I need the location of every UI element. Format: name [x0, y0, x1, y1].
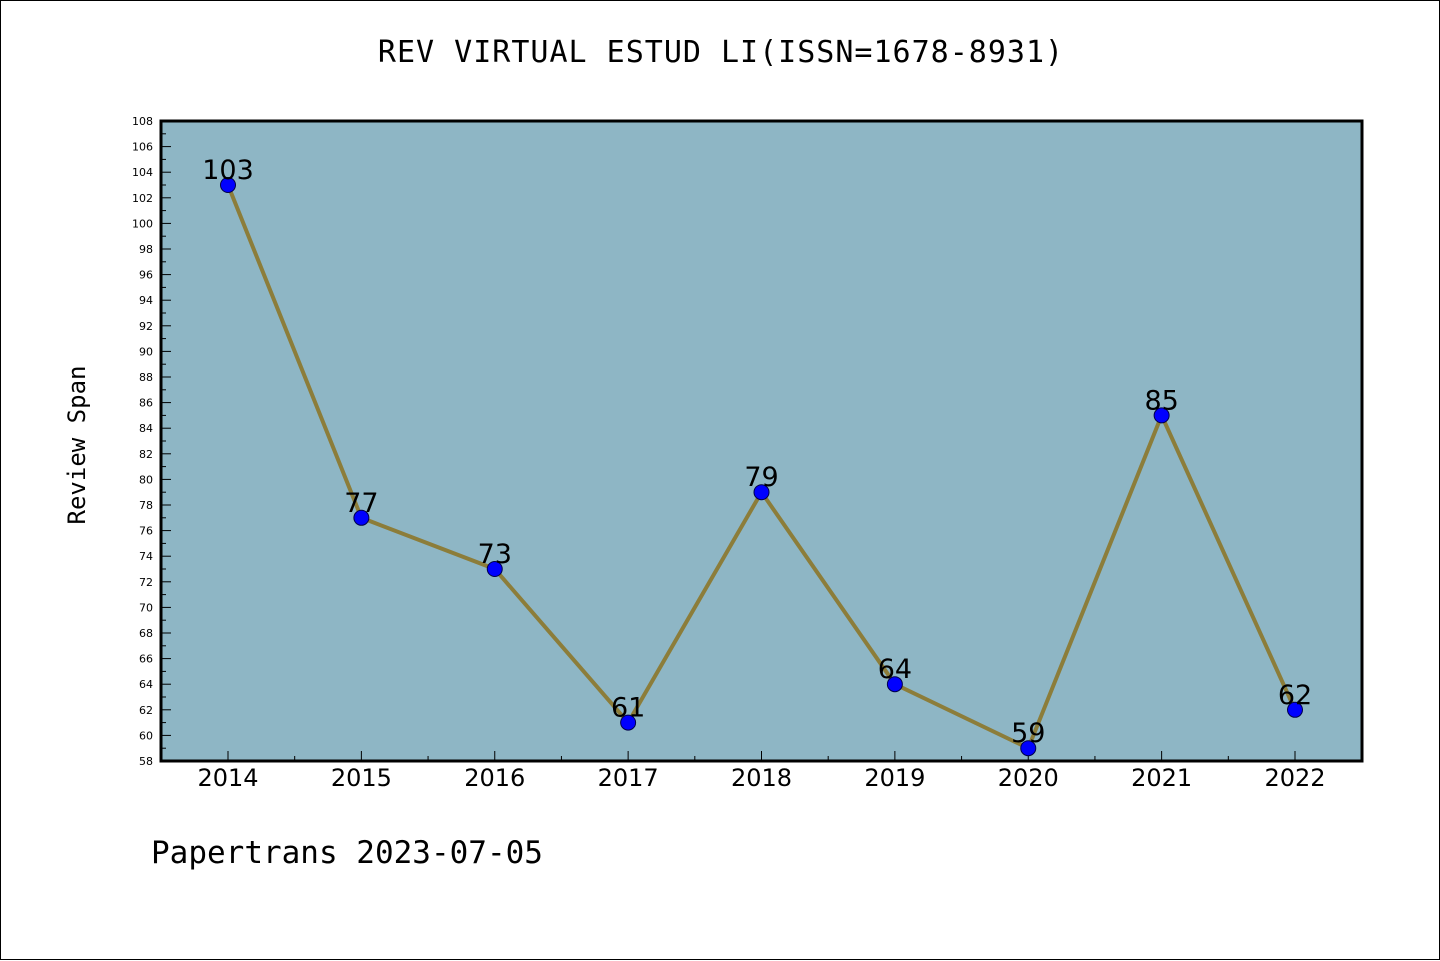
y-tick-label: 60	[139, 729, 153, 742]
data-point	[1020, 740, 1037, 757]
y-tick-label: 98	[139, 243, 153, 256]
y-tick-label: 84	[139, 422, 153, 435]
x-tick-label: 2018	[731, 764, 792, 792]
data-label: 64	[878, 654, 912, 685]
data-point	[486, 561, 503, 577]
plot-area	[161, 121, 1362, 761]
y-tick-label: 82	[139, 448, 153, 461]
data-label: 73	[478, 539, 512, 570]
data-point	[620, 714, 637, 731]
y-tick-label: 58	[139, 755, 153, 768]
data-point	[886, 676, 903, 693]
x-tick-label: 2016	[464, 764, 525, 792]
y-tick-label: 62	[139, 704, 153, 717]
data-label: 103	[202, 155, 254, 186]
data-label: 59	[1011, 718, 1045, 749]
data-point	[220, 177, 236, 193]
data-label: 85	[1144, 385, 1178, 416]
y-tick-label: 108	[132, 115, 153, 128]
data-point	[353, 509, 370, 526]
x-tick-label: 2015	[331, 764, 392, 792]
y-tick-label: 64	[139, 678, 153, 691]
data-point	[753, 484, 770, 501]
x-tick-label: 2021	[1131, 764, 1192, 792]
y-tick-label: 102	[132, 192, 153, 205]
y-tick-label: 104	[132, 166, 153, 179]
y-tick-label: 80	[139, 473, 153, 486]
y-tick-label: 94	[139, 294, 153, 307]
x-tick-label: 2017	[598, 764, 659, 792]
data-point	[1153, 407, 1170, 424]
y-tick-label: 100	[132, 217, 153, 230]
y-tick-label: 88	[139, 371, 153, 384]
y-tick-label: 106	[132, 141, 153, 154]
y-tick-label: 76	[139, 525, 153, 538]
x-tick-label: 2022	[1264, 764, 1325, 792]
data-label: 61	[611, 693, 645, 724]
axes-frame	[159, 119, 1364, 763]
y-tick-label: 66	[139, 653, 153, 666]
data-label: 79	[744, 462, 778, 493]
y-tick-label: 78	[139, 499, 153, 512]
y-tick-label: 68	[139, 627, 153, 640]
x-tick-label: 2020	[998, 764, 1059, 792]
y-tick-label: 72	[139, 576, 153, 589]
y-tick-label: 96	[139, 269, 153, 282]
data-point	[1287, 701, 1303, 718]
x-tick-label: 2019	[864, 764, 925, 792]
x-tick-label: 2014	[197, 764, 258, 792]
y-tick-label: 86	[139, 397, 153, 410]
y-tick-label: 70	[139, 601, 153, 614]
data-label: 62	[1278, 680, 1312, 711]
footer-credit: Papertrans 2023-07-05	[151, 835, 543, 871]
y-tick-label: 90	[139, 345, 153, 358]
y-tick-label: 74	[139, 550, 153, 563]
y-tick-label: 92	[139, 320, 153, 333]
chart-title: REV VIRTUAL ESTUD LI(ISSN=1678-8931)	[377, 35, 1065, 70]
data-label: 77	[344, 488, 378, 519]
